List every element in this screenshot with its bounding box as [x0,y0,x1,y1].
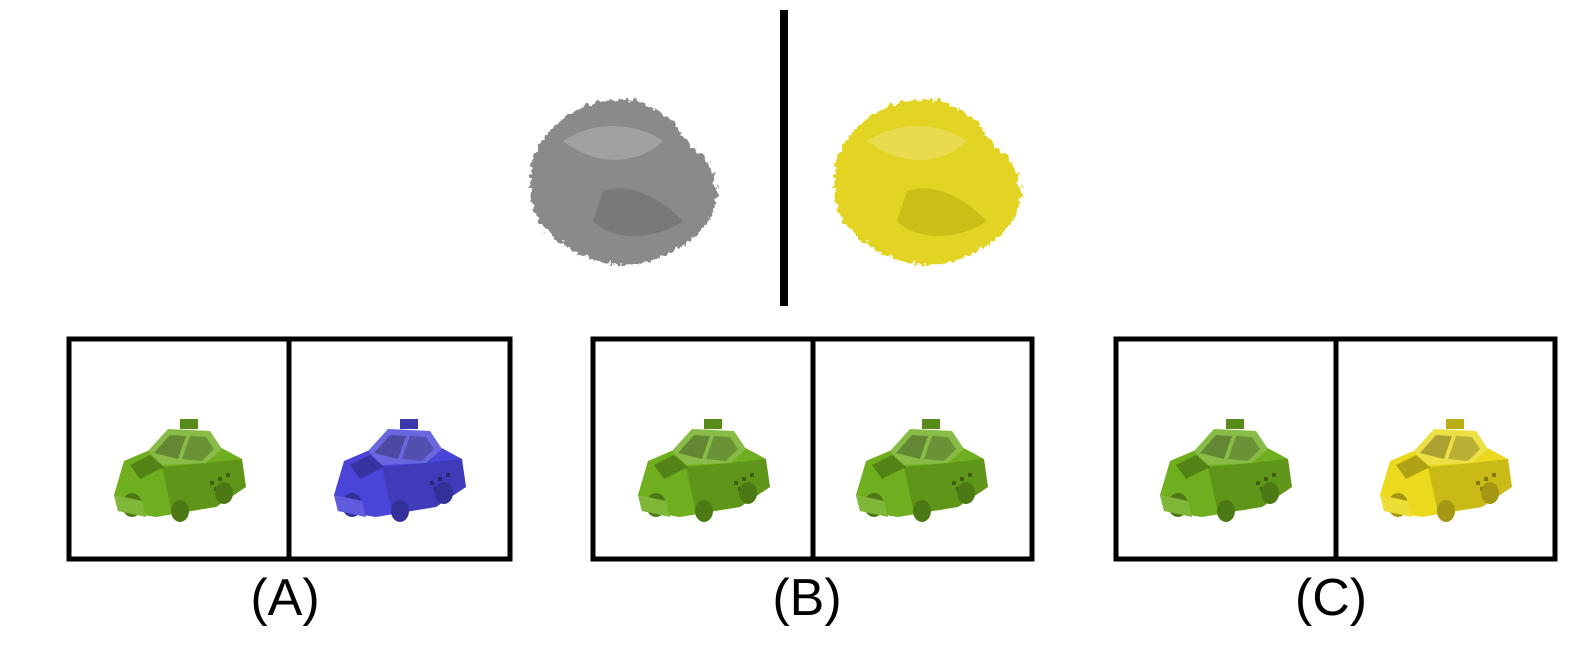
option-c-panel [1113,336,1558,562]
reference-gray-shape [529,99,718,265]
option-b-panel [590,336,1035,562]
option-a-panel [66,336,513,562]
option-b-label: (B) [772,569,842,627]
option-c-label: (C) [1294,569,1368,627]
reference-yellow-shape [833,99,1022,265]
option-a-label: (A) [250,569,320,627]
